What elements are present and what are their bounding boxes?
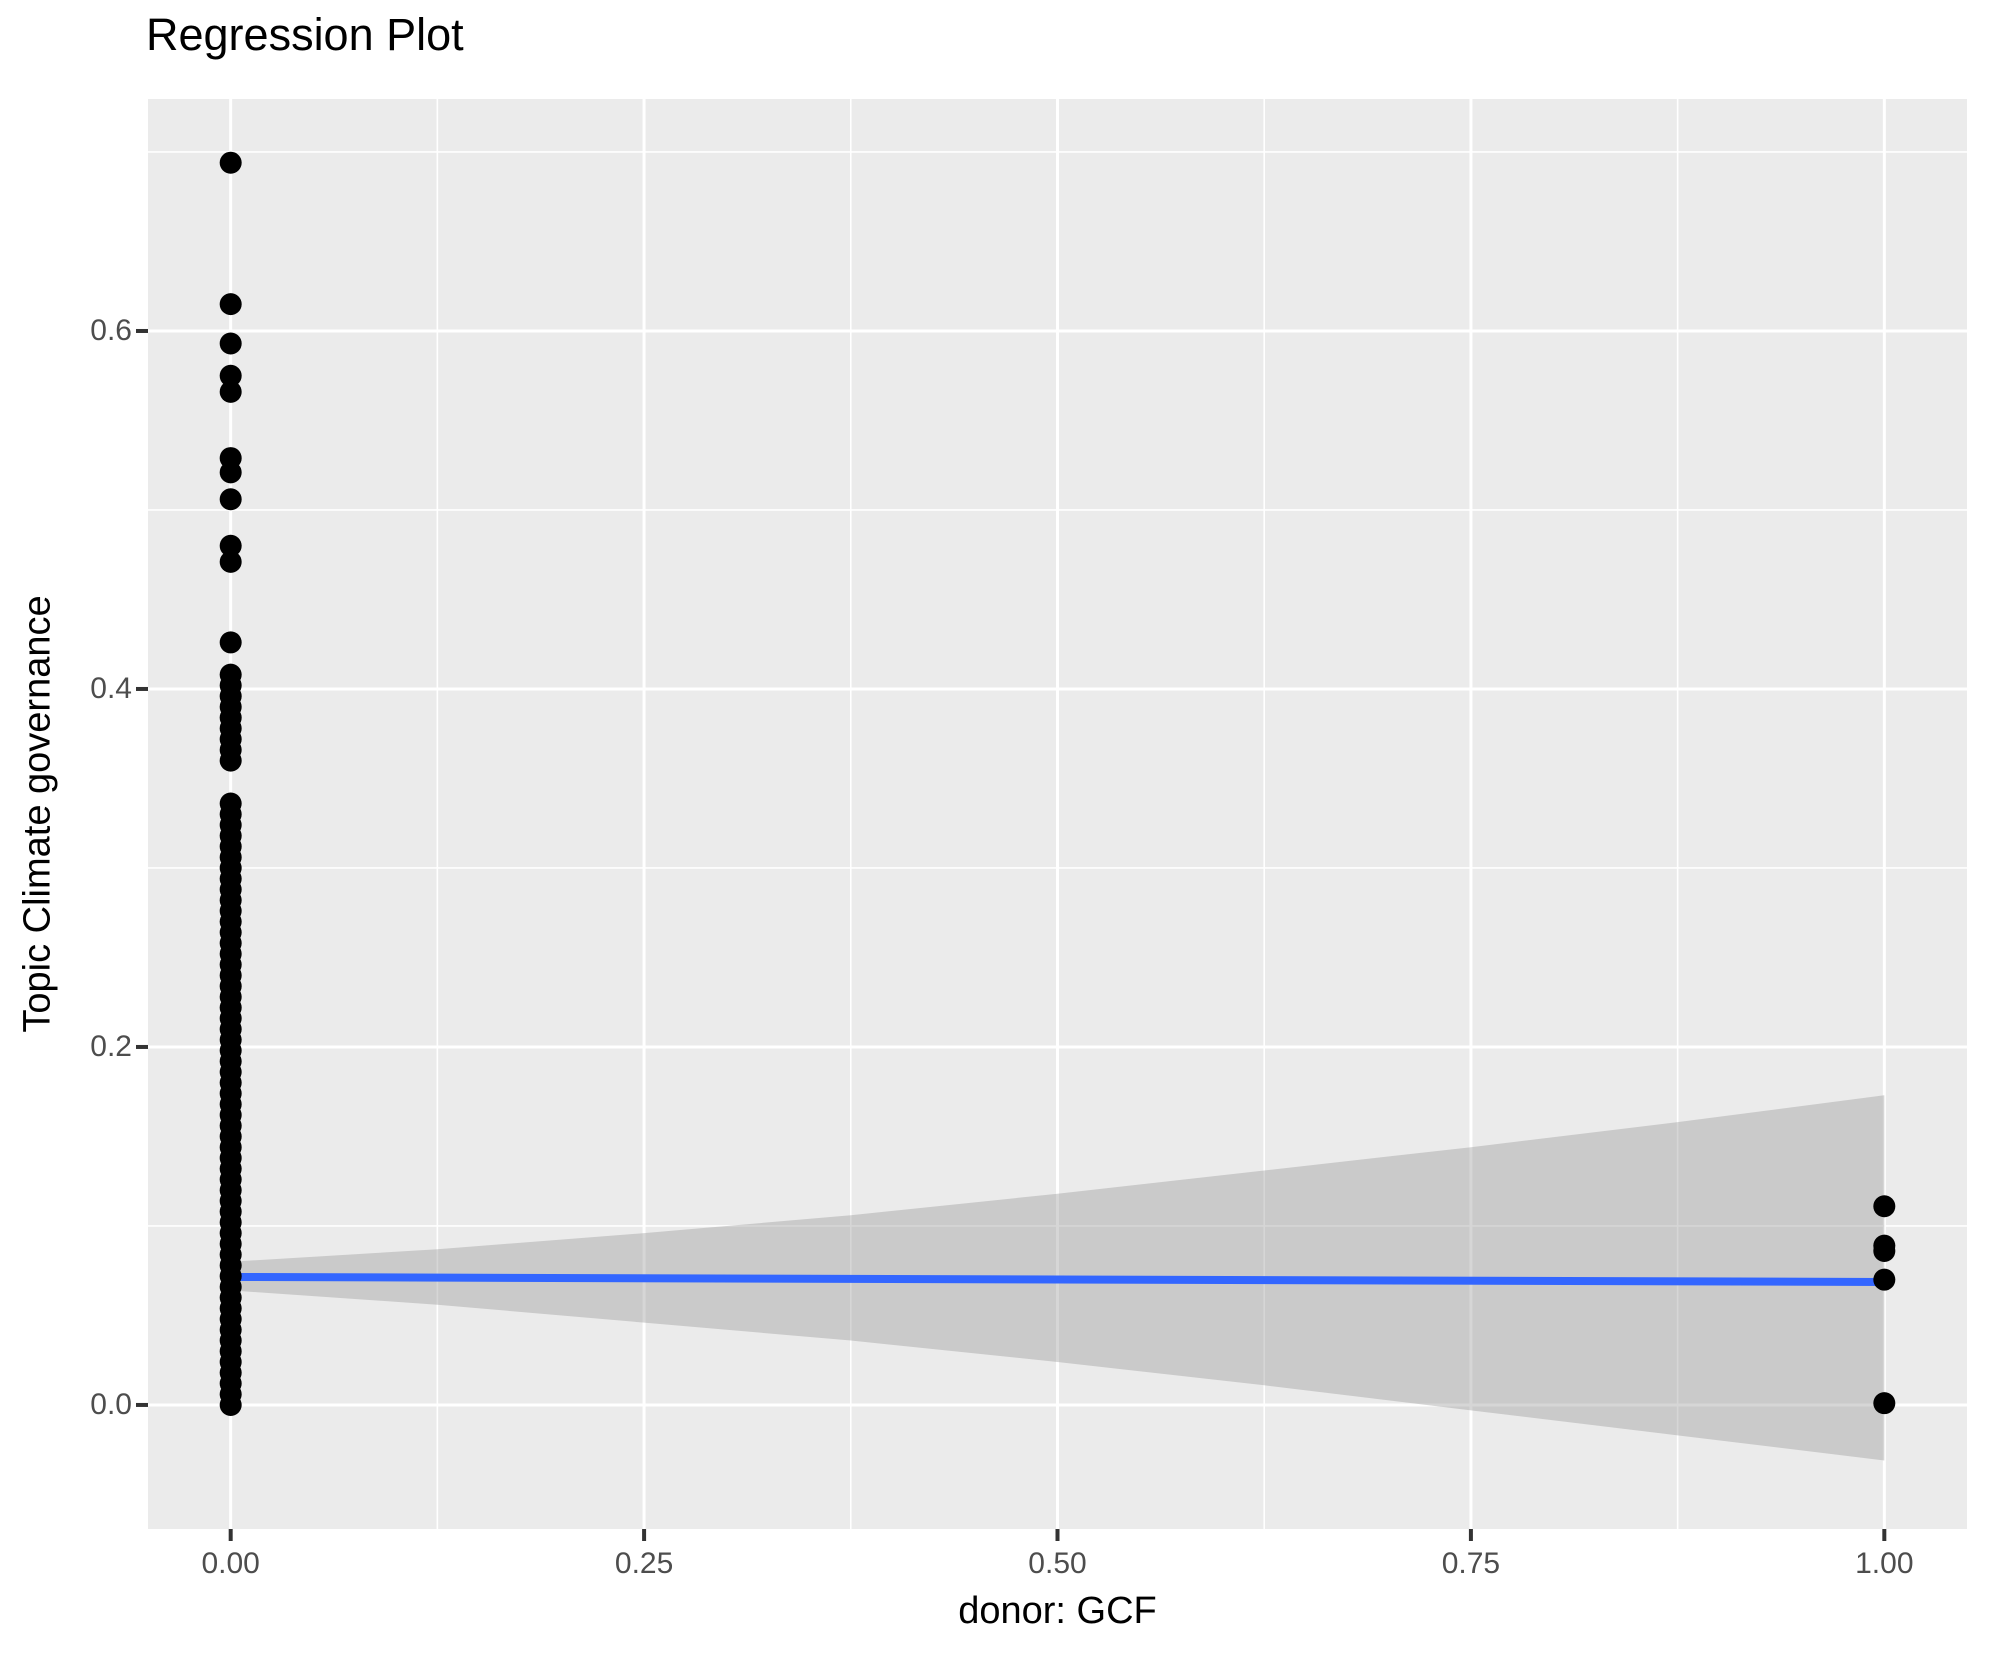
x-tick-label: 0.25 [614,1547,674,1580]
data-point [1873,1392,1896,1415]
data-point [219,293,242,316]
data-point [219,550,242,573]
data-point [219,792,242,815]
y-tick-label: 0.6 [90,313,132,347]
data-point [219,380,242,403]
data-point [219,364,242,387]
x-axis-title: donor: GCF [958,1590,1157,1632]
data-point [219,461,242,484]
y-tick-label: 0.2 [90,1029,132,1063]
data-point [219,663,242,686]
x-tick-label: 0.50 [1028,1547,1087,1580]
data-point [219,488,242,511]
data-point [219,534,242,557]
data-point [219,332,242,355]
regression-line [230,1272,1885,1286]
data-point [1873,1240,1896,1263]
x-tick-label: 0.75 [1441,1547,1501,1580]
y-tick-label: 0.4 [90,671,132,705]
plot-title: Regression Plot [146,9,464,60]
data-point [219,631,242,654]
data-point [1873,1195,1896,1218]
x-tick-label: 1.00 [1855,1547,1914,1580]
y-axis-title: Topic Climate governance [16,595,59,1033]
data-point [219,151,242,174]
y-tick-label: 0.0 [90,1387,132,1421]
x-tick-label: 0.00 [201,1547,260,1580]
data-point [1873,1268,1896,1291]
